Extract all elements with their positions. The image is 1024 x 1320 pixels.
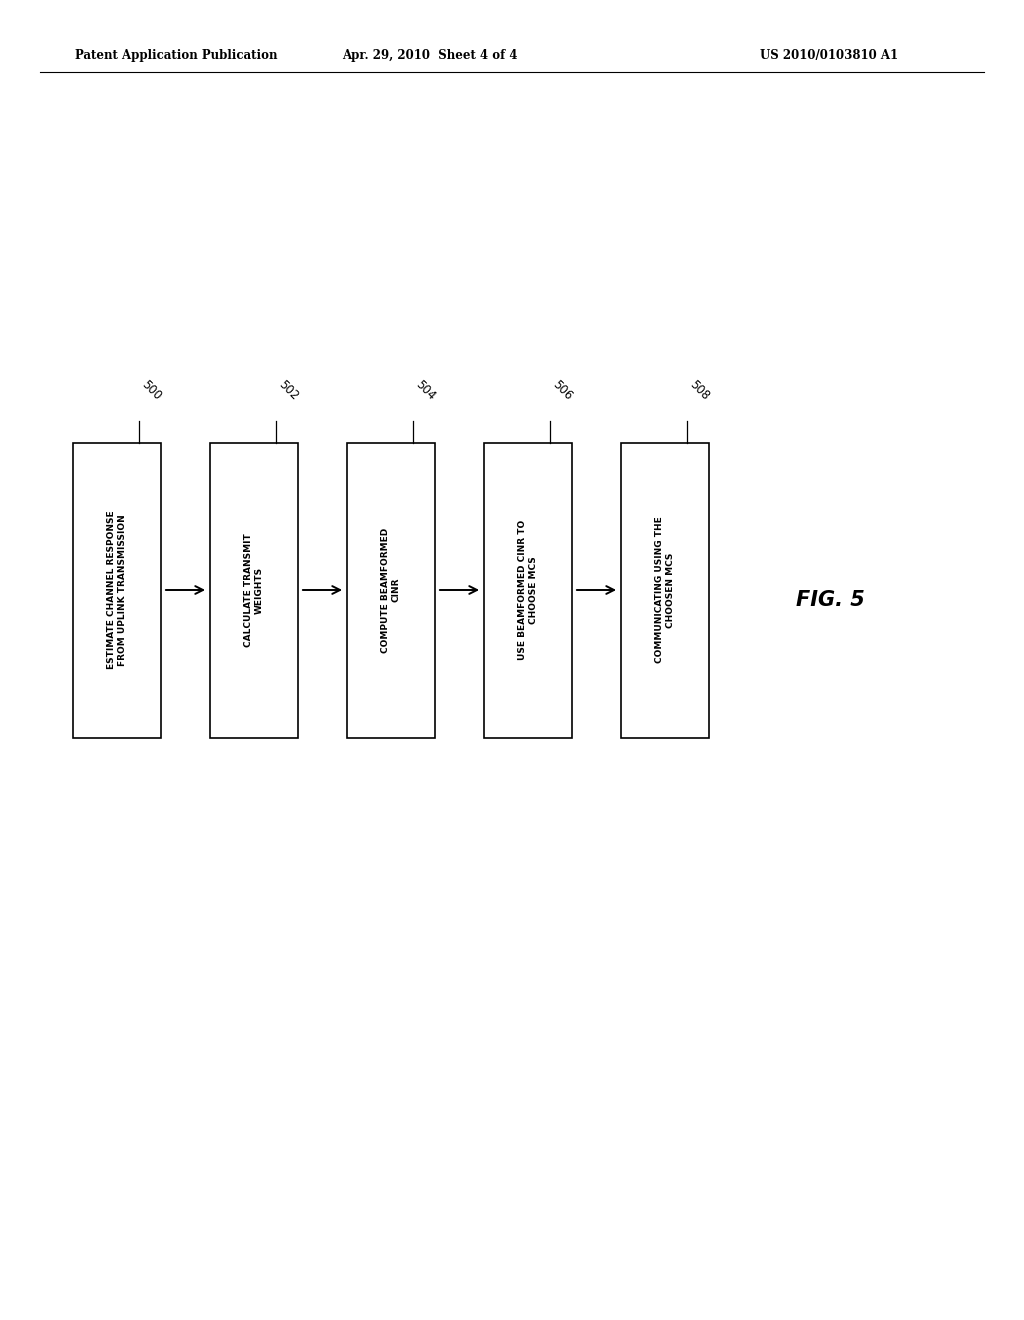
Bar — [484, 442, 572, 738]
Text: USE BEAMFORMED CINR TO
CHOOSE MCS: USE BEAMFORMED CINR TO CHOOSE MCS — [518, 520, 538, 660]
Bar — [347, 442, 435, 738]
Text: CALCULATE TRANSMIT
WEIGHTS: CALCULATE TRANSMIT WEIGHTS — [245, 533, 264, 647]
Text: Patent Application Publication: Patent Application Publication — [75, 49, 278, 62]
Text: 502: 502 — [276, 378, 301, 403]
Text: US 2010/0103810 A1: US 2010/0103810 A1 — [760, 49, 898, 62]
Text: Apr. 29, 2010  Sheet 4 of 4: Apr. 29, 2010 Sheet 4 of 4 — [342, 49, 518, 62]
Text: ESTIMATE CHANNEL RESPONSE
FROM UPLINK TRANSMISSION: ESTIMATE CHANNEL RESPONSE FROM UPLINK TR… — [108, 511, 127, 669]
Bar — [621, 442, 709, 738]
Text: COMPUTE BEAMFORMED
CINR: COMPUTE BEAMFORMED CINR — [381, 528, 400, 652]
Text: 508: 508 — [687, 378, 712, 403]
Text: 500: 500 — [139, 378, 164, 403]
Bar — [210, 442, 298, 738]
Text: COMMUNICATING USING THE
CHOOSEN MCS: COMMUNICATING USING THE CHOOSEN MCS — [655, 516, 675, 664]
Text: FIG. 5: FIG. 5 — [796, 590, 864, 610]
Text: 506: 506 — [550, 378, 574, 403]
Bar — [73, 442, 161, 738]
Text: 504: 504 — [413, 378, 438, 403]
